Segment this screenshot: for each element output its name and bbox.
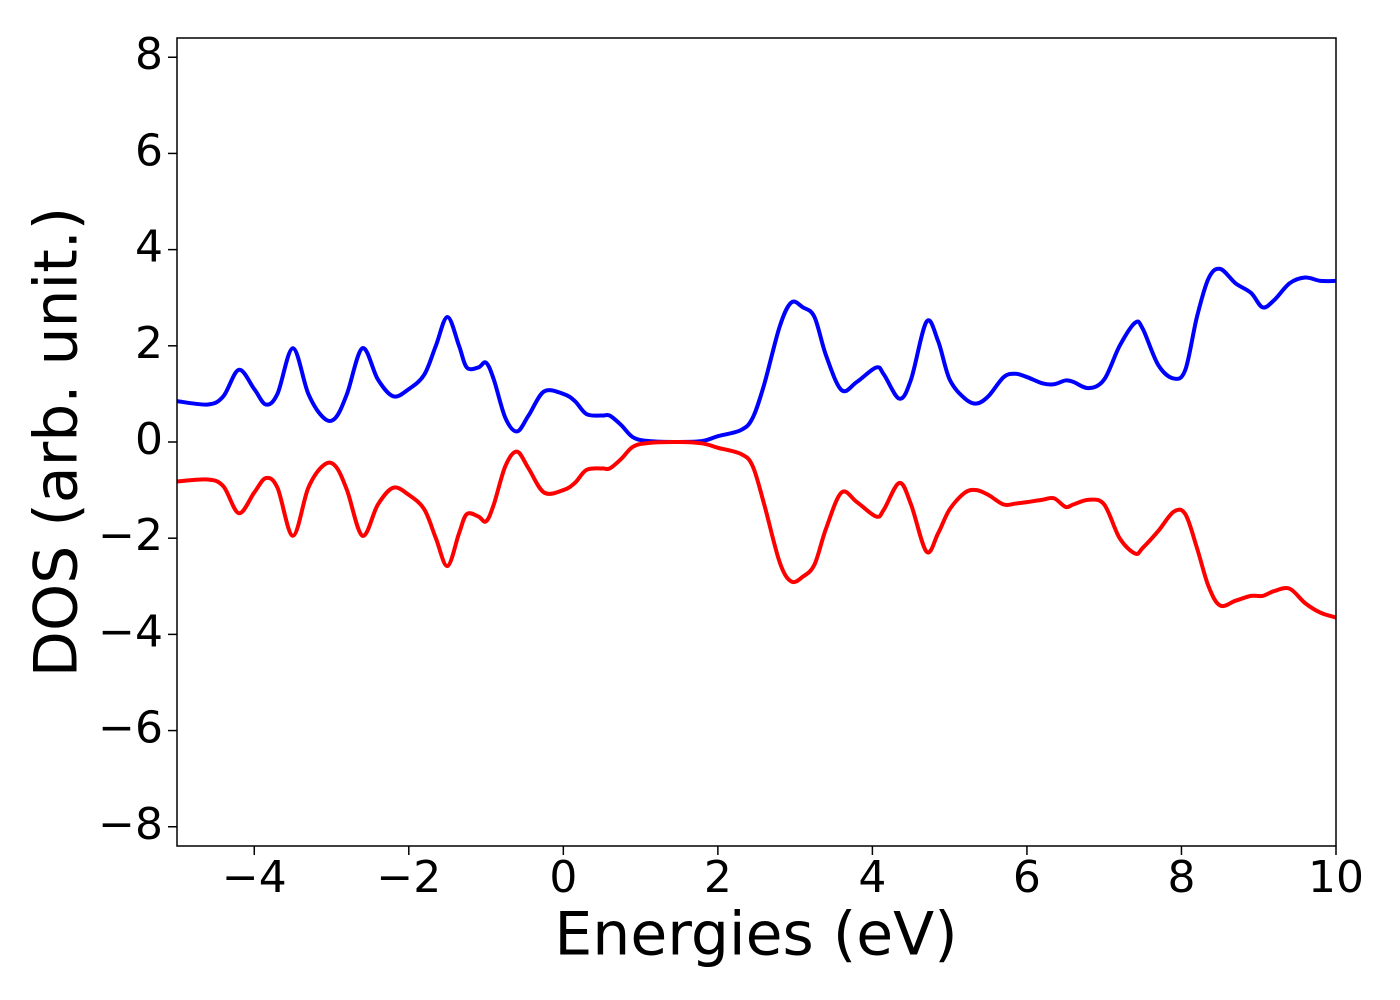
x-tick-label: 10: [1308, 852, 1364, 903]
x-tick-label: 8: [1167, 852, 1195, 903]
x-tick-label: 0: [549, 852, 577, 903]
x-tick-label: 2: [704, 852, 732, 903]
dos-line: [177, 266, 1336, 444]
y-tick-label: −8: [98, 799, 163, 850]
dos-line: [177, 439, 1336, 620]
x-tick-label: −2: [376, 852, 441, 903]
y-tick-label: 0: [135, 414, 163, 465]
x-tick-label: 4: [858, 852, 886, 903]
y-tick-label: −2: [98, 510, 163, 561]
y-tick-label: −6: [98, 703, 163, 754]
x-tick-label: −4: [222, 852, 287, 903]
x-tick-label: 6: [1013, 852, 1041, 903]
x-axis-label: Energies (eV): [554, 900, 957, 970]
y-tick-label: 8: [135, 29, 163, 80]
y-axis-label: DOS (arb. unit.): [22, 207, 92, 677]
y-tick-label: 2: [135, 318, 163, 369]
plot-frame: [176, 37, 1337, 847]
y-tick-label: −4: [98, 606, 163, 657]
y-tick-label: 6: [135, 125, 163, 176]
y-tick-label: 4: [135, 222, 163, 273]
